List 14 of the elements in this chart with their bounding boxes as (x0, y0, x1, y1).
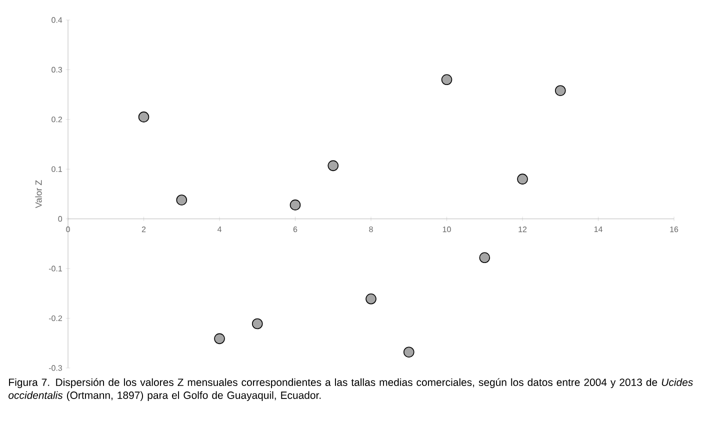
point (328, 160, 339, 172)
point (138, 112, 150, 122)
point (214, 333, 225, 344)
point (403, 346, 414, 358)
point (517, 174, 528, 184)
point (366, 294, 376, 304)
point (441, 74, 452, 86)
point (554, 85, 566, 96)
point (252, 318, 263, 330)
y-axis-title: Valor Z (35, 180, 42, 208)
point (479, 252, 490, 264)
text: Figura 7. Dispersión de los valores Z mensuales correspondientes a las tallas medias comerciales, según los datos entre 2004 y 2013 de Ucides occidentalis (Ortmann, 1897) para el Golfo de Guayaquil, Ecuador. (8, 378, 693, 402)
point (176, 194, 188, 206)
point (290, 200, 301, 210)
